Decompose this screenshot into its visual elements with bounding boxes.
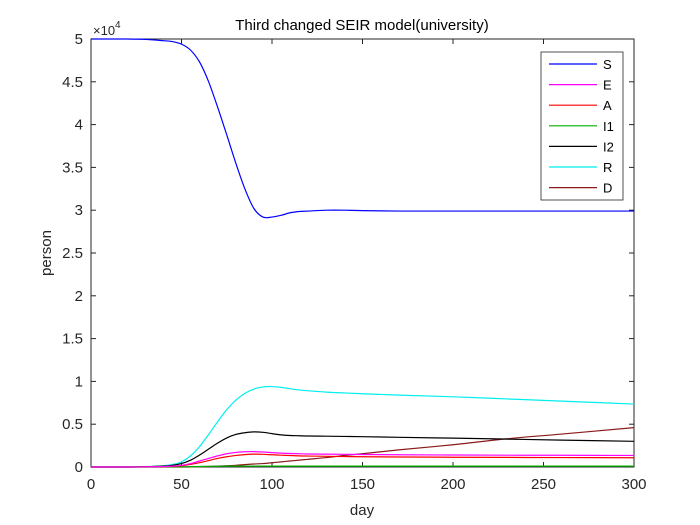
- x-tick-label: 150: [350, 476, 375, 493]
- x-tick-label: 50: [173, 476, 190, 493]
- legend: SEA I1 I2 RD: [540, 51, 624, 201]
- x-tick-label: 100: [259, 476, 284, 493]
- x-tick-label: 0: [87, 476, 95, 493]
- y-axis: 0 0.5 1 1.5 2 2.5 3 3.5 4 4.5 5: [62, 31, 634, 476]
- series-line-r: [90, 385, 635, 468]
- legend-label-a: A: [603, 98, 612, 113]
- legend-label-e: E: [603, 78, 612, 93]
- legend-label-i1: I1: [603, 119, 614, 134]
- legend-label-i2: I2: [603, 139, 614, 154]
- legend-label-s: S: [603, 57, 612, 72]
- y-tick-label: 4.5: [62, 74, 83, 91]
- y-tick-label: 3: [75, 202, 83, 219]
- series-line-i2: [90, 431, 635, 468]
- chart-title: Third changed SEIR model(university): [235, 17, 488, 34]
- y-tick-label: 5: [75, 31, 83, 48]
- x-tick-label: 200: [440, 476, 465, 493]
- y-exponent-base: ×10: [93, 23, 115, 38]
- legend-label-d: D: [603, 181, 612, 196]
- x-axis-label: day: [350, 502, 375, 519]
- series-lines: [90, 38, 635, 468]
- y-tick-label: 0.5: [62, 416, 83, 433]
- y-tick-label: 1: [75, 373, 83, 390]
- y-tick-label: 2.5: [62, 245, 83, 262]
- y-tick-label: 0: [75, 459, 83, 476]
- x-tick-label: 300: [621, 476, 646, 493]
- y-axis-label: person: [38, 230, 55, 276]
- series-line-s: [90, 38, 634, 219]
- series-line-e: [90, 450, 635, 468]
- y-tick-label: 1.5: [62, 331, 83, 348]
- y-tick-label: 2: [75, 288, 83, 305]
- y-tick-label: 4: [75, 117, 83, 134]
- x-axis: 0 50 100 150 200 250 300: [87, 39, 647, 493]
- x-tick-label: 250: [531, 476, 556, 493]
- legend-label-r: R: [603, 160, 612, 175]
- y-exponent-power: 4: [115, 20, 121, 31]
- y-tick-label: 3.5: [62, 159, 83, 176]
